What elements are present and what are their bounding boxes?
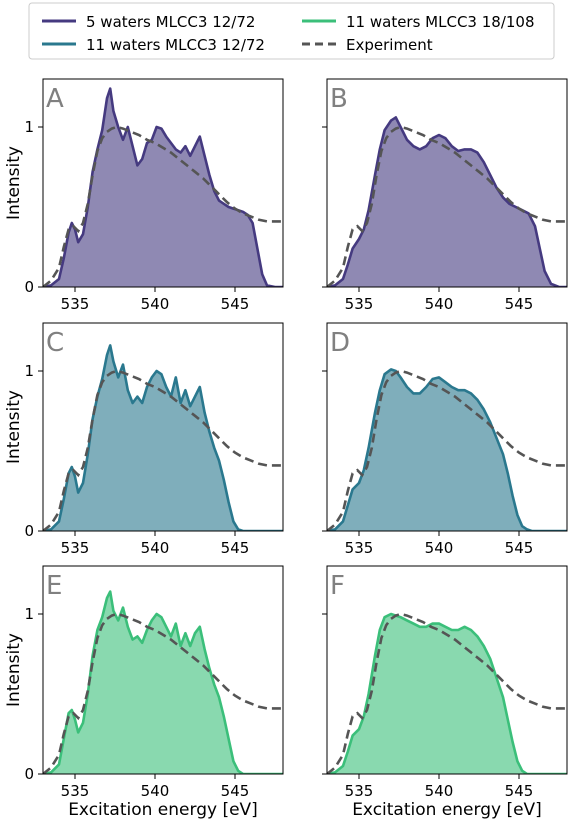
y-tick-label: 0: [24, 765, 34, 783]
simulated-area: [43, 88, 283, 287]
legend-frame: [28, 2, 555, 60]
x-axis-title: Excitation energy [eV]: [68, 800, 258, 820]
legend-label-0: 5 waters MLCC3 12/72: [86, 13, 255, 31]
panel-letter: F: [330, 571, 345, 601]
x-tick-label: 545: [221, 539, 250, 557]
x-tick-label: 535: [345, 295, 374, 313]
simulated-area: [43, 345, 283, 531]
simulated-line: [43, 590, 283, 774]
panel-a: 535 540 545 0 1A Intensity: [4, 78, 284, 313]
x-tick-label: 535: [61, 782, 90, 800]
experiment-line: [43, 612, 283, 774]
x-tick-label: 535: [61, 539, 90, 557]
x-tick-label: 540: [425, 539, 454, 557]
axes-frame: [326, 322, 568, 532]
y-axis-title: Intensity: [4, 146, 24, 220]
x-axis-title: Excitation energy [eV]: [352, 800, 542, 820]
simulated-area: [43, 591, 283, 774]
x-tick-label: 535: [345, 782, 374, 800]
legend-label-1: 11 waters MLCC3 12/72: [86, 36, 265, 54]
x-tick-label: 540: [425, 782, 454, 800]
experiment-line: [327, 369, 567, 531]
plot-area: [327, 612, 567, 774]
simulated-line: [43, 344, 283, 531]
experiment-line: [43, 369, 283, 531]
simulated-line: [327, 612, 567, 774]
panel-c: 535 540 545 0 1C Intensity: [4, 322, 284, 557]
x-tick-label: 545: [505, 539, 534, 557]
x-tick-label: 545: [505, 782, 534, 800]
plot-area: [43, 590, 283, 774]
axes-frame: [42, 78, 284, 288]
x-tick-label: 540: [141, 295, 170, 313]
panel-letter: A: [46, 84, 64, 114]
x-tick-label: 545: [221, 295, 250, 313]
x-tick-label: 545: [505, 295, 534, 313]
experiment-line: [327, 612, 567, 774]
panel-letter: C: [46, 328, 64, 358]
y-axis-title: Intensity: [4, 633, 24, 707]
simulated-area: [327, 369, 567, 531]
experiment-line: [43, 125, 283, 287]
y-tick-label: 1: [24, 362, 34, 380]
y-tick-label: 0: [24, 278, 34, 296]
axes-frame: [42, 322, 284, 532]
panel-b: 535 540 545 B: [322, 78, 568, 313]
y-tick-label: 1: [24, 118, 34, 136]
panel-letter: D: [330, 328, 350, 358]
simulated-area: [327, 614, 567, 774]
y-tick-label: 0: [24, 522, 34, 540]
simulated-area: [327, 117, 567, 287]
legend: 5 waters MLCC3 12/72 11 waters MLCC3 12/…: [28, 2, 555, 60]
panel-letter: E: [46, 571, 62, 601]
axes-frame: [326, 78, 568, 288]
simulated-line: [327, 116, 567, 287]
panel-f: 535 540 545 F Excitation energy [eV]: [322, 565, 568, 820]
plot-area: [43, 344, 283, 531]
axes-frame: [326, 565, 568, 775]
experiment-line: [327, 125, 567, 287]
x-tick-label: 535: [61, 295, 90, 313]
x-tick-label: 540: [425, 295, 454, 313]
legend-label-2: 11 waters MLCC3 18/108: [346, 13, 535, 31]
plot-area: [327, 116, 567, 287]
panel-d: 535 540 545 D: [322, 322, 568, 557]
simulated-line: [327, 368, 567, 531]
x-tick-label: 545: [221, 782, 250, 800]
plot-area: [327, 368, 567, 531]
plot-area: [43, 87, 283, 287]
y-tick-label: 1: [24, 605, 34, 623]
x-tick-label: 540: [141, 782, 170, 800]
x-tick-label: 540: [141, 539, 170, 557]
panel-letter: B: [330, 84, 348, 114]
y-axis-title: Intensity: [4, 390, 24, 464]
legend-label-3: Experiment: [346, 36, 433, 54]
panel-e: 535 540 545 0 1E Intensity Excitation energy […: [4, 565, 284, 820]
x-tick-label: 535: [345, 539, 374, 557]
axes-frame: [42, 565, 284, 775]
